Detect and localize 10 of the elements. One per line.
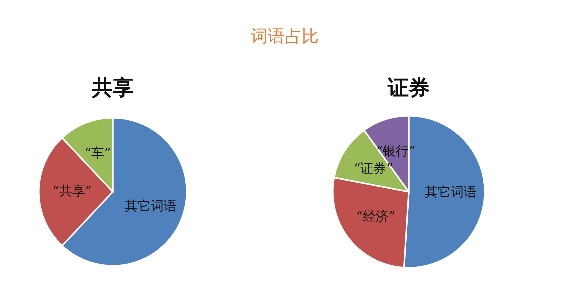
- slice-label: “共享”: [52, 183, 92, 200]
- chart-title: 共享: [91, 76, 134, 100]
- slice-label: “车”: [84, 146, 112, 162]
- slice-label: “证券”: [354, 162, 394, 177]
- slice-label: “银行”: [376, 144, 416, 160]
- slice-label: “经济”: [356, 210, 396, 225]
- slice-label: 其它词语: [124, 198, 177, 214]
- slice-label: 其它词语: [424, 184, 477, 201]
- text: 词语占比: [251, 27, 319, 47]
- chart-title: 证券: [387, 76, 430, 100]
